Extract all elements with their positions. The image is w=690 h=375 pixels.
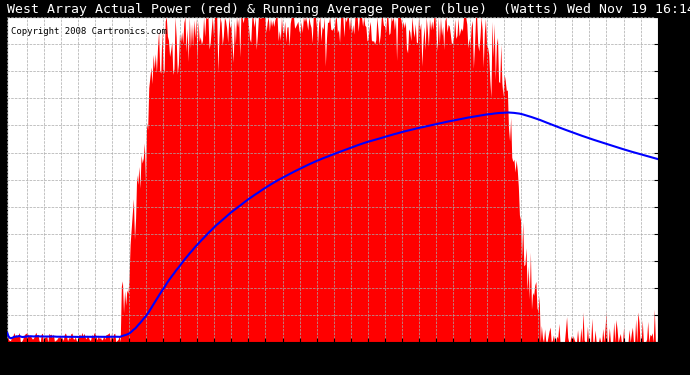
Text: West Array Actual Power (red) & Running Average Power (blue)  (Watts) Wed Nov 19: West Array Actual Power (red) & Running …	[8, 3, 690, 16]
Text: Copyright 2008 Cartronics.com: Copyright 2008 Cartronics.com	[10, 27, 166, 36]
